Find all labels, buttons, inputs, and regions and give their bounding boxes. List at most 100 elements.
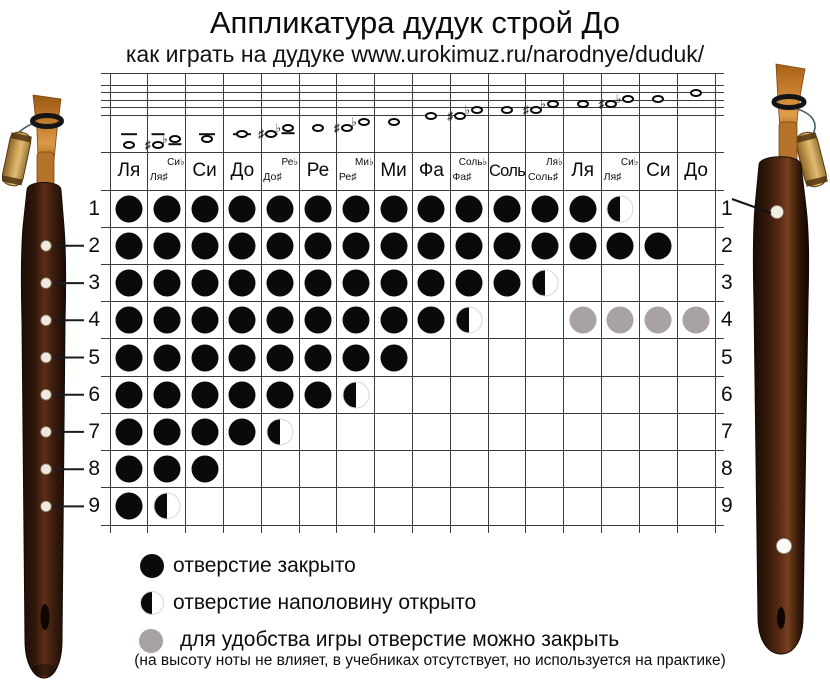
bottom-slot <box>777 607 785 629</box>
hole-closed-dot <box>228 269 256 297</box>
staff-note <box>529 106 542 114</box>
hole-closed-dot <box>228 232 256 260</box>
row-number-right: 2 <box>721 233 733 257</box>
staff-note <box>236 130 249 138</box>
staff-note <box>265 130 278 138</box>
hole-closed-dot <box>115 492 143 520</box>
grid-line <box>109 73 111 533</box>
grid-line <box>260 73 262 533</box>
row-number-left: 2 <box>88 233 100 257</box>
hole-closed-dot <box>606 232 634 260</box>
grid-line <box>525 73 527 533</box>
note-column-header: Ре <box>306 160 330 181</box>
note-column-header: До <box>230 160 255 181</box>
staff-note <box>454 112 467 120</box>
reed-ring <box>771 94 807 110</box>
staff-note <box>471 106 484 114</box>
duduk-front-photo <box>2 94 84 679</box>
finger-holes <box>40 240 52 513</box>
hole-closed-dot <box>115 269 143 297</box>
accidental: ♭ <box>615 92 622 106</box>
legend-optional-label: для удобства игры отверстие можно закрыт… <box>180 628 620 651</box>
hole-closed-dot <box>153 344 181 371</box>
staff-note <box>501 106 514 114</box>
hole-closed-dot <box>455 195 483 223</box>
ledger-line <box>120 133 137 135</box>
ledger-line <box>168 143 182 145</box>
hole-half-open-dot <box>455 306 483 334</box>
row-number-left: 3 <box>88 271 100 295</box>
row-number-left: 6 <box>88 382 100 406</box>
hole-half-open-dot <box>342 381 370 409</box>
hole-closed-dot <box>266 381 294 409</box>
ledger-line <box>198 133 215 135</box>
page-title: Аппликатура дудук строй До <box>209 5 621 40</box>
grid-line <box>412 73 413 533</box>
hole-optional-close-dot <box>606 306 634 334</box>
grid-line <box>449 73 451 533</box>
note-column-header: Си <box>192 160 217 181</box>
hole-closed-dot <box>531 195 559 223</box>
grid-line <box>676 73 678 533</box>
hole-closed-dot <box>228 381 256 409</box>
hole-closed-dot <box>153 232 181 260</box>
accidental: ♭ <box>275 121 282 135</box>
staff-note <box>357 118 370 126</box>
hole-closed-dot <box>266 344 294 371</box>
enharmonic-label: Ре♭ <box>281 157 299 168</box>
hole-closed-dot <box>380 269 408 297</box>
accidental: ♭ <box>540 97 546 111</box>
bottom-hole <box>776 538 792 554</box>
enharmonic-label: Соль♭ <box>458 157 488 168</box>
hole-closed-dot <box>228 418 256 446</box>
hole-closed-dot <box>153 455 181 483</box>
hole-closed-dot <box>191 306 219 334</box>
staff-note <box>311 124 324 132</box>
bottom-shadow <box>32 664 56 676</box>
hole-closed-dot <box>493 269 521 297</box>
note-label: До♯ <box>263 171 282 183</box>
hole-closed-dot <box>342 232 370 260</box>
legend-half-label: отверстие наполовину открыто <box>173 591 477 614</box>
accidental: ♭ <box>464 103 471 117</box>
grid-line <box>185 73 187 533</box>
row-number-left: 5 <box>88 345 100 369</box>
hole-closed-dot <box>228 195 256 223</box>
hole-closed-dot <box>153 269 181 297</box>
row-number-left: 4 <box>88 308 100 332</box>
hole-closed-dot <box>342 269 370 297</box>
hole-closed-dot <box>455 269 483 297</box>
hole-closed-dot <box>569 195 597 223</box>
hole-closed-dot <box>153 418 181 446</box>
legend-closed-label: отверстие закрыто <box>173 554 356 577</box>
row-number-right: 7 <box>721 419 733 443</box>
row-number-left: 9 <box>88 494 100 518</box>
hole-closed-dot <box>417 306 445 334</box>
accidental: ♭ <box>162 132 168 146</box>
note-label: Фа♯ <box>452 171 472 183</box>
hole-closed-dot <box>115 195 143 223</box>
hole-closed-dot <box>493 195 521 223</box>
hole-closed-dot <box>304 344 332 371</box>
enharmonic-label: Си♭ <box>167 157 185 168</box>
hole-closed-dot <box>153 381 181 409</box>
hole-closed-dot <box>304 232 332 260</box>
hole-closed-dot <box>191 269 219 297</box>
row-number-right: 1 <box>721 196 733 220</box>
row-number-right: 3 <box>721 271 733 295</box>
hole-pointer-dashes <box>54 244 84 508</box>
hole-closed-dot <box>115 455 143 483</box>
note-column-header: Соль♯ Ля♭ <box>526 152 564 190</box>
hole-optional-close-dot <box>644 306 672 334</box>
row-number-left: 8 <box>88 457 100 481</box>
enharmonic-label: Ми♭ <box>355 157 374 168</box>
hole-closed-dot <box>115 381 143 409</box>
enharmonic-label: Ля♭ <box>546 157 563 168</box>
hole-closed-dot <box>191 381 219 409</box>
staff-note <box>200 135 213 143</box>
hole-closed-dot <box>115 344 143 371</box>
row-number-left: 1 <box>88 196 100 220</box>
hole-closed-dot <box>417 195 445 223</box>
note-column-header: Си <box>646 160 671 181</box>
